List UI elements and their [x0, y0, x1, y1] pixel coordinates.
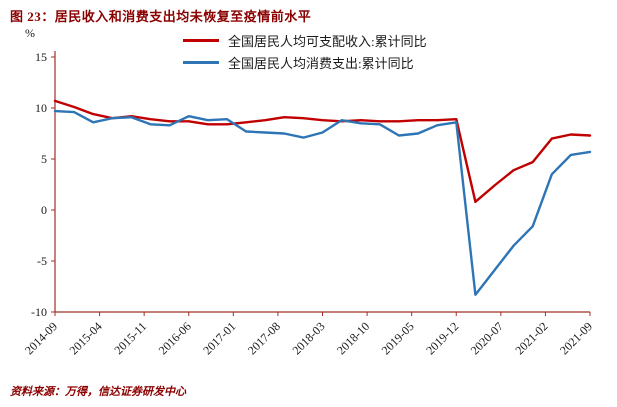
x-tick-label: 2020-07: [468, 319, 506, 357]
x-tick-label: 2018-03: [289, 319, 327, 357]
x-tick-label: 2017-08: [245, 319, 283, 357]
y-tick-label: 15: [35, 50, 47, 64]
legend-label-consumption: 全国居民人均消费支出:累计同比: [228, 56, 414, 71]
x-tick-label: 2018-10: [334, 319, 372, 357]
x-tick-label: 2015-11: [111, 319, 149, 357]
x-tick-label: 2016-06: [156, 319, 194, 357]
x-tick-label: 2019-05: [379, 319, 417, 357]
income-line-swatch: [183, 39, 219, 42]
x-tick-label: 2015-04: [67, 319, 105, 357]
y-tick-label: 10: [35, 101, 47, 115]
y-axis-unit-label: %: [25, 26, 35, 40]
legend-label-income: 全国居民人均可支配收入:累计同比: [228, 34, 427, 49]
x-tick-label: 2014-09: [22, 319, 60, 357]
x-tick-label: 2017-01: [200, 319, 238, 357]
figure-title: 图 23：居民收入和消费支出均未恢复至疫情前水平: [10, 9, 312, 24]
chart-legend: 全国居民人均可支配收入:累计同比 全国居民人均消费支出:累计同比: [183, 31, 427, 72]
x-tick-label: 2021-02: [512, 319, 550, 357]
series-line-income: [53, 99, 592, 204]
series-line-consumption: [53, 109, 592, 296]
y-tick-label: 0: [41, 203, 47, 217]
source-note: 资料来源：万得，信达证券研发中心: [10, 386, 186, 398]
y-tick-label: -5: [37, 254, 47, 268]
legend-item-income: 全国居民人均可支配收入:累计同比: [183, 31, 427, 50]
y-tick-label: -10: [31, 305, 47, 319]
y-tick-label: 5: [41, 152, 47, 166]
legend-item-consumption: 全国居民人均消费支出:累计同比: [183, 53, 427, 72]
x-tick-label: 2021-09: [557, 319, 595, 357]
consumption-line-swatch: [183, 61, 219, 64]
x-tick-label: 2019-12: [423, 319, 461, 357]
